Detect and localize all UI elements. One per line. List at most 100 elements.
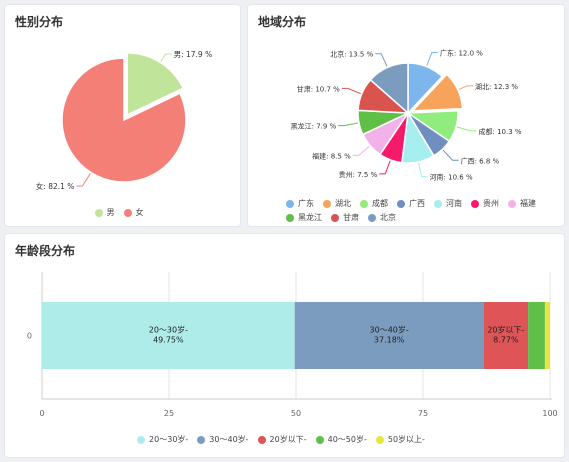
region-leader-6 <box>352 145 370 156</box>
gender-pie: 男: 17.9 % 女: 82.1 % <box>36 50 213 191</box>
gender-card: 性别分布 男: 17.9 % 女: 82.1 % 男女 <box>4 4 241 227</box>
region-legend-item-1[interactable]: 湖北 <box>323 198 351 209</box>
region-leader-2 <box>456 126 477 132</box>
gender-slice-0[interactable] <box>126 52 185 117</box>
gender-legend-dot-0 <box>94 208 103 217</box>
age-x-tick-0: 0 <box>39 409 44 418</box>
age-legend-dot-4 <box>375 435 384 444</box>
region-legend-dot-9 <box>368 213 376 222</box>
region-data-label-7: 黑龙江: 7.9 % <box>291 122 337 131</box>
age-bar-0[interactable] <box>42 302 295 369</box>
region-legend-label-4: 河南 <box>446 199 462 208</box>
gender-legend-item-1[interactable]: 女 <box>123 207 144 218</box>
age-bar-1[interactable] <box>294 302 484 369</box>
gender-slice-1[interactable] <box>61 57 187 183</box>
age-legend: 20～30岁- 30～40岁- 20岁以下- 40～50岁- 50岁以上- <box>5 434 566 445</box>
region-slice-1[interactable] <box>410 73 464 112</box>
age-data-label-2: 20岁以下-8.77% <box>487 325 524 345</box>
region-legend-label-8: 甘肃 <box>343 213 359 222</box>
age-legend-dot-0 <box>137 435 146 444</box>
region-data-label-1: 湖北: 12.3 % <box>475 82 518 91</box>
region-legend-dot-1 <box>323 199 331 208</box>
region-leader-1 <box>458 85 474 91</box>
region-data-label-4: 河南: 10.6 % <box>430 173 473 182</box>
age-bar-4[interactable] <box>544 302 550 369</box>
region-title: 地域分布 <box>258 15 307 29</box>
gender-leader-0 <box>160 53 172 62</box>
age-bar-2[interactable] <box>483 302 529 369</box>
region-legend-item-7[interactable]: 黑龙江 <box>286 212 322 223</box>
age-x-tick-4: 100 <box>542 409 557 418</box>
region-data-label-3: 广西: 6.8 % <box>461 156 500 165</box>
region-data-label-8: 甘肃: 10.7 % <box>297 84 340 93</box>
region-legend-label-2: 成都 <box>372 199 388 208</box>
region-legend-dot-5 <box>471 199 479 208</box>
age-legend-dot-1 <box>197 435 206 444</box>
age-category-label: 0 <box>27 332 32 341</box>
region-pie: 广东: 12.0 % 湖北: 12.3 % 成都: 10.3 % 广西: 6.8 % 河… <box>291 49 522 182</box>
age-legend-dot-3 <box>315 435 324 444</box>
region-legend-item-4[interactable]: 河南 <box>434 198 462 209</box>
gender-data-label-1: 女: 82.1 % <box>36 181 75 191</box>
age-legend-item-1[interactable]: 30～40岁- <box>197 434 249 445</box>
age-bar-chart: 0 25 50 75 100 0 20～30岁-49.75% 30～40岁-37.18% 20岁… <box>27 272 558 418</box>
gender-legend-label-1: 女 <box>135 208 144 217</box>
gender-legend-item-0[interactable]: 男 <box>94 207 115 218</box>
region-leader-7 <box>338 122 359 127</box>
gender-legend-dot-1 <box>123 208 132 217</box>
region-legend-item-5[interactable]: 贵州 <box>471 198 499 209</box>
region-legend-item-6[interactable]: 福建 <box>508 198 536 209</box>
region-leader-4 <box>418 162 428 178</box>
region-data-label-2: 成都: 10.3 % <box>479 127 522 136</box>
region-legend-dot-8 <box>331 213 339 222</box>
region-legend-label-1: 湖北 <box>335 199 351 208</box>
age-legend-dot-2 <box>257 435 266 444</box>
region-slice-9[interactable] <box>369 62 409 115</box>
region-legend-label-5: 贵州 <box>483 199 499 208</box>
age-legend-item-0[interactable]: 20～30岁- <box>137 434 188 445</box>
age-legend-item-4[interactable]: 50岁以上- <box>375 434 425 445</box>
region-legend: 广东 湖北 成都 广西 河南 贵州 福建黑龙江 甘肃 北京 <box>286 198 556 223</box>
gender-leader-1 <box>76 173 91 187</box>
age-legend-label-1: 30～40岁- <box>209 435 249 444</box>
region-legend-label-3: 广西 <box>409 199 425 208</box>
region-legend-label-7: 黑龙江 <box>298 213 322 222</box>
region-legend-label-0: 广东 <box>298 199 314 208</box>
gender-legend: 男女 <box>5 207 242 218</box>
region-leader-5 <box>379 160 391 175</box>
region-data-label-9: 北京: 13.5 % <box>330 50 373 59</box>
region-legend-dot-6 <box>508 199 516 208</box>
region-legend-dot-7 <box>286 213 294 222</box>
age-legend-item-2[interactable]: 20岁以下- <box>257 434 307 445</box>
region-data-label-0: 广东: 12.0 % <box>440 49 483 58</box>
region-legend-label-9: 北京 <box>380 213 396 222</box>
age-card: 年龄段分布 0 25 50 75 100 0 20～30岁-49.75% 30～40岁-37.… <box>4 233 565 458</box>
age-x-tick-1: 25 <box>164 409 174 418</box>
age-data-label-1: 30～40岁-37.18% <box>370 325 409 345</box>
age-legend-item-3[interactable]: 40～50岁- <box>315 434 367 445</box>
region-legend-item-0[interactable]: 广东 <box>286 198 314 209</box>
region-legend-item-3[interactable]: 广西 <box>397 198 425 209</box>
age-legend-label-0: 20～30岁- <box>149 435 189 444</box>
region-legend-item-2[interactable]: 成都 <box>360 198 388 209</box>
age-data-label-0: 20～30岁-49.75% <box>149 325 188 345</box>
region-legend-label-6: 福建 <box>520 199 536 208</box>
age-legend-label-3: 40～50岁- <box>327 435 367 444</box>
region-legend-dot-0 <box>286 199 294 208</box>
region-legend-dot-2 <box>360 199 368 208</box>
age-title: 年龄段分布 <box>15 244 76 258</box>
age-bar-3[interactable] <box>528 302 545 369</box>
gender-data-label-0: 男: 17.9 % <box>174 50 213 59</box>
gender-title: 性别分布 <box>15 15 64 29</box>
region-leader-8 <box>341 87 361 95</box>
region-legend-item-9[interactable]: 北京 <box>368 212 396 223</box>
age-x-tick-3: 75 <box>418 409 428 418</box>
age-legend-label-4: 50岁以上- <box>387 435 425 444</box>
region-legend-item-8[interactable]: 甘肃 <box>331 212 359 223</box>
age-x-tick-2: 50 <box>291 409 301 418</box>
region-legend-dot-4 <box>434 199 442 208</box>
region-leader-9 <box>375 53 388 67</box>
gender-legend-label-0: 男 <box>106 208 115 217</box>
age-legend-label-2: 20岁以下- <box>269 435 307 444</box>
region-leader-3 <box>442 149 459 161</box>
